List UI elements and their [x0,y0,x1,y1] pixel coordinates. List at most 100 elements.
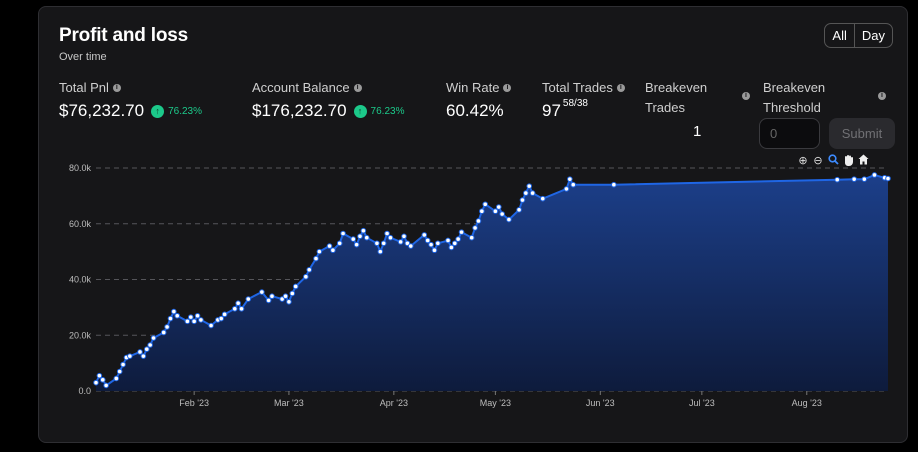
data-point[interactable] [191,318,197,325]
submit-button[interactable]: Submit [829,118,895,149]
info-icon[interactable]: i [742,92,750,100]
data-point[interactable] [326,243,333,249]
data-point[interactable] [313,255,319,262]
data-point[interactable] [336,240,343,247]
data-point[interactable] [384,230,390,237]
zoom-in-icon[interactable]: ⊕ [798,155,808,167]
data-point[interactable] [238,305,245,312]
data-point[interactable] [96,372,103,379]
data-point[interactable] [303,273,309,280]
range-day-button[interactable]: Day [853,24,892,47]
info-icon[interactable]: i [878,92,886,100]
data-point[interactable] [269,293,275,300]
data-point[interactable] [259,289,265,295]
data-point[interactable] [350,236,357,242]
data-point[interactable] [448,244,455,251]
data-point[interactable] [479,208,485,215]
data-point[interactable] [374,240,380,247]
data-point[interactable] [103,382,109,389]
data-point[interactable] [472,225,478,231]
data-point[interactable] [218,315,225,322]
range-all-button[interactable]: All [832,28,847,43]
data-point[interactable] [360,227,367,234]
data-point[interactable] [113,375,120,382]
data-point[interactable] [316,248,323,255]
data-point[interactable] [567,176,573,182]
data-point[interactable] [492,208,499,215]
breakeven-threshold-input[interactable] [759,118,820,149]
data-point[interactable] [245,296,252,302]
info-icon[interactable]: i [616,83,625,92]
info-icon[interactable]: i [112,83,121,92]
data-point[interactable] [147,342,153,348]
data-point[interactable] [380,240,387,247]
data-point[interactable] [286,299,292,305]
data-point[interactable] [164,324,170,330]
data-point[interactable] [885,175,891,182]
data-point[interactable] [861,176,868,182]
data-point[interactable] [851,176,857,182]
pan-icon[interactable] [842,154,854,169]
data-point[interactable] [495,204,502,210]
data-point[interactable] [282,293,289,300]
data-point[interactable] [357,233,363,240]
zoom-icon[interactable] [827,154,839,169]
data-point[interactable] [184,318,191,325]
data-point[interactable] [397,239,404,245]
data-point[interactable] [99,377,106,383]
data-point[interactable] [834,176,841,183]
data-point[interactable] [526,183,533,189]
data-point[interactable] [187,314,194,320]
data-point[interactable] [363,234,370,241]
data-point[interactable] [421,232,428,238]
data-point[interactable] [140,353,147,359]
data-point[interactable] [529,190,536,196]
data-point[interactable] [458,229,465,235]
data-point[interactable] [424,237,431,244]
data-point[interactable] [120,361,126,368]
data-point[interactable] [611,181,617,188]
data-point[interactable] [431,247,438,254]
zoom-out-icon[interactable]: ⊖ [813,155,823,167]
data-point[interactable] [231,305,238,312]
data-point[interactable] [194,312,201,319]
data-point[interactable] [353,241,360,248]
data-point[interactable] [407,243,414,249]
data-point[interactable] [143,346,150,352]
data-point[interactable] [330,247,336,254]
data-point[interactable] [306,266,313,273]
data-point[interactable] [516,207,522,213]
data-point[interactable] [150,335,157,341]
data-point[interactable] [482,201,489,208]
data-point[interactable] [221,311,228,318]
data-point[interactable] [445,237,451,244]
data-point[interactable] [475,218,482,224]
data-point[interactable] [539,195,546,202]
data-point[interactable] [377,248,384,255]
data-point[interactable] [198,317,204,323]
data-point[interactable] [174,312,181,319]
data-point[interactable] [506,216,512,223]
data-point[interactable] [137,349,143,355]
data-point[interactable] [289,290,296,297]
data-point[interactable] [499,211,505,217]
data-point[interactable] [455,236,461,242]
data-point[interactable] [208,322,214,329]
data-point[interactable] [127,353,133,359]
data-point[interactable] [519,197,526,203]
info-icon[interactable]: i [353,83,362,92]
home-icon[interactable] [857,154,869,169]
data-point[interactable] [167,315,174,322]
data-point[interactable] [265,297,272,304]
pnl-chart[interactable]: 0.0 20.0k 40.0k 60.0k 80.0k Feb '23 Mar '23 Ap… [38,6,906,441]
data-point[interactable] [292,283,299,290]
data-point[interactable] [428,241,434,248]
data-point[interactable] [160,329,167,336]
data-point[interactable] [401,233,407,240]
data-point[interactable] [451,240,458,247]
data-point[interactable] [235,300,241,306]
data-point[interactable] [523,190,529,196]
info-icon[interactable]: i [503,83,512,92]
data-point[interactable] [570,181,577,188]
data-point[interactable] [871,172,878,178]
